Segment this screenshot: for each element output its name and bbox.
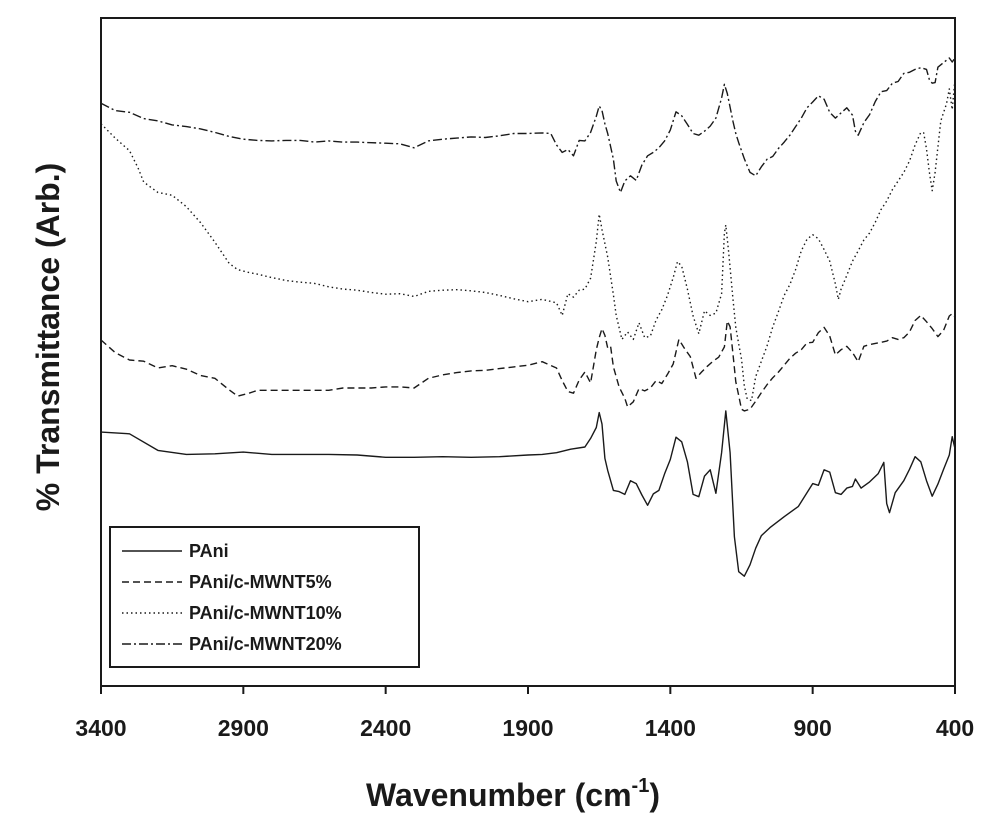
x-tick-label: 900 [793,715,831,741]
x-tick-label: 400 [936,715,974,741]
series-line-1 [100,410,956,577]
x-tick-label: 2400 [360,715,411,741]
x-tick-label: 2900 [218,715,269,741]
x-tick-label: 3400 [75,715,126,741]
x-tick-label: 1900 [502,715,553,741]
legend: PAni PAni/c-MWNT5% PAni/c-MWNT10% PAni/c-MW… [109,526,420,668]
series-line-3 [100,79,956,402]
y-axis-title: % Transmittance (Arb.) [30,163,66,512]
legend-label-3: PAni/c-MWNT10% [189,603,342,623]
series-line-2 [100,313,956,412]
x-tick-label: 1400 [645,715,696,741]
axes: 3400 2900 2400 1900 1400 900 400 [75,17,974,741]
legend-label-1: PAni [189,541,229,561]
x-axis-title: Wavenumber (cm-1) [366,775,660,813]
series-line-4 [100,57,956,194]
legend-label-2: PAni/c-MWNT5% [189,572,332,592]
legend-label-4: PAni/c-MWNT20% [189,634,342,654]
plot-area [100,57,956,577]
